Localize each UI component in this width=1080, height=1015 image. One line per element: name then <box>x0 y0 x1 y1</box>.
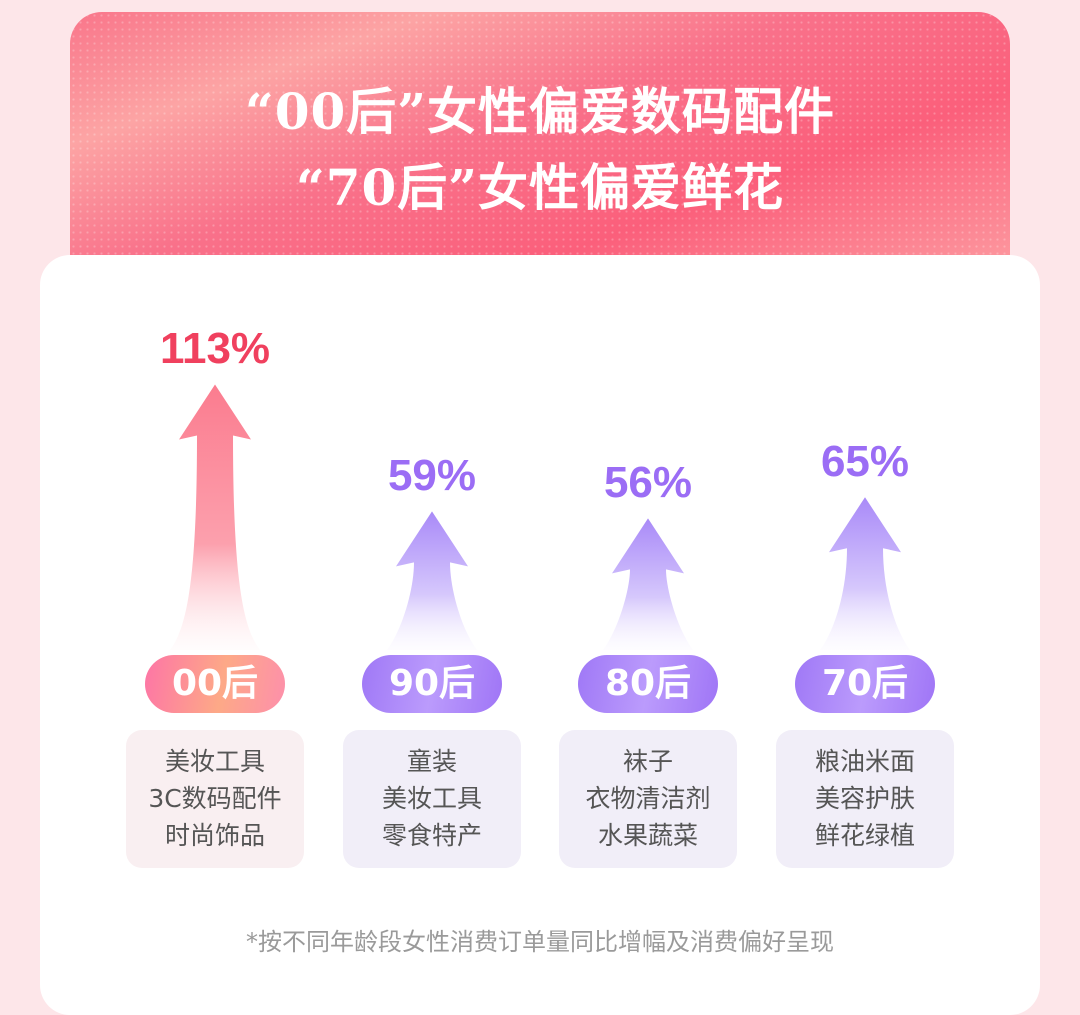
age-pill-80: 80后 <box>578 655 718 713</box>
preference-box-90: 童装 美妆工具 零食特产 <box>343 730 521 868</box>
preference-item: 粮油米面 <box>814 747 915 776</box>
preference-item: 衣物清洁剂 <box>585 784 711 813</box>
preference-item: 袜子 <box>622 747 673 776</box>
preference-item: 美妆工具 <box>381 784 482 813</box>
preference-item: 时尚饰品 <box>164 821 265 850</box>
percent-label: 113% <box>159 324 271 374</box>
percent-label: 65% <box>820 437 910 487</box>
growth-arrow-1 <box>387 511 477 650</box>
header-banner: “00后”女性偏爱数码配件 “70后”女性偏爱鲜花 <box>70 12 1010 272</box>
percent-label: 56% <box>603 458 693 508</box>
preference-item: 3C数码配件 <box>148 784 282 813</box>
preference-item: 水果蔬菜 <box>597 821 698 850</box>
growth-arrow-3 <box>820 497 910 650</box>
age-pill-00: 00后 <box>145 655 285 713</box>
title-line-2: “70后”女性偏爱鲜花 <box>295 158 785 217</box>
preference-item: 美容护肤 <box>814 784 915 813</box>
age-pill-90: 90后 <box>362 655 502 713</box>
growth-arrow-0 <box>170 384 260 650</box>
preference-box-80: 袜子 衣物清洁剂 水果蔬菜 <box>559 730 737 868</box>
percent-label: 59% <box>387 451 477 501</box>
preference-item: 零食特产 <box>381 821 482 850</box>
footnote: *按不同年龄段女性消费订单量同比增幅及消费偏好呈现 <box>246 928 834 956</box>
preference-item: 鲜花绿植 <box>814 821 915 850</box>
preference-box-70: 粮油米面 美容护肤 鲜花绿植 <box>776 730 954 868</box>
page-title: “00后”女性偏爱数码配件 “70后”女性偏爱鲜花 <box>70 74 1010 226</box>
preference-item: 美妆工具 <box>164 747 265 776</box>
preference-box-00: 美妆工具 3C数码配件 时尚饰品 <box>126 730 304 868</box>
age-pill-70: 70后 <box>795 655 935 713</box>
title-line-1: “00后”女性偏爱数码配件 <box>244 82 836 141</box>
growth-arrow-chart <box>170 384 910 650</box>
growth-arrow-2 <box>603 518 693 650</box>
preference-item: 童装 <box>406 747 457 776</box>
